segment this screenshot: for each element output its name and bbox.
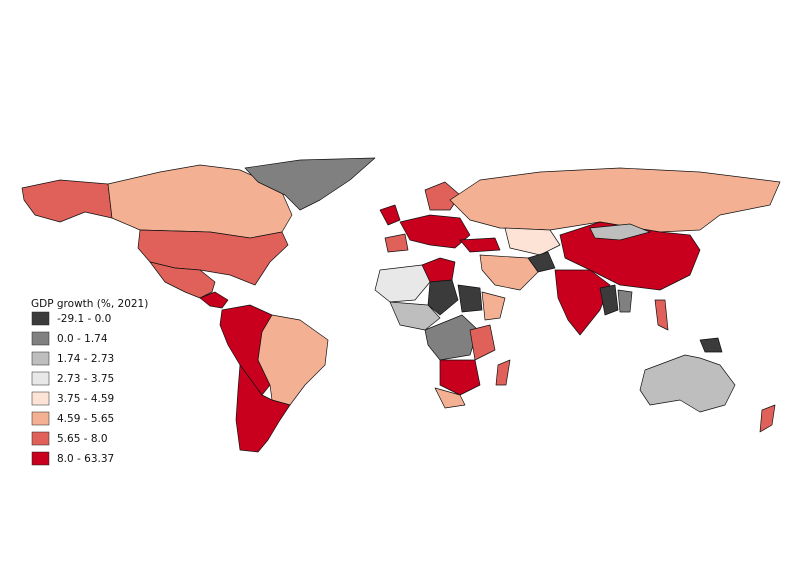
country: [257, 314, 329, 406]
legend-label: 2.73 - 3.75: [57, 373, 114, 385]
legend-swatch: [31, 311, 50, 326]
country: [759, 404, 776, 433]
legend-swatch: [31, 451, 50, 466]
legend-swatch: [31, 331, 50, 346]
legend-swatch: [31, 391, 50, 406]
country: [449, 167, 781, 233]
country: [149, 261, 216, 299]
country: [399, 214, 471, 249]
country: [244, 157, 376, 211]
country: [434, 387, 466, 409]
country: [439, 359, 481, 396]
legend-label: -29.1 - 0.0: [57, 313, 111, 325]
country: [554, 269, 611, 336]
legend-label: 4.59 - 5.65: [57, 413, 114, 425]
country: [599, 284, 619, 316]
country: [459, 237, 501, 253]
legend-label: 1.74 - 2.73: [57, 353, 114, 365]
country: [699, 337, 723, 353]
country: [639, 354, 736, 413]
country: [107, 164, 293, 239]
country: [495, 359, 511, 386]
legend-title: GDP growth (%, 2021): [31, 298, 148, 310]
legend-swatch: [31, 371, 50, 386]
legend-swatch: [31, 431, 50, 446]
country: [389, 301, 441, 331]
country: [617, 289, 633, 313]
legend-swatch: [31, 411, 50, 426]
country: [481, 291, 506, 321]
legend: GDP growth (%, 2021) -29.1 - 0.0 0.0 - 1.…: [31, 298, 148, 466]
world-map: [21, 157, 781, 453]
country: [654, 299, 669, 331]
country: [199, 291, 229, 309]
country: [374, 264, 431, 303]
country: [424, 314, 479, 361]
country: [235, 364, 291, 453]
country: [427, 279, 459, 316]
country: [384, 233, 409, 253]
legend-label: 8.0 - 63.37: [57, 453, 114, 465]
legend-label: 5.65 - 8.0: [57, 433, 108, 445]
country: [504, 227, 561, 256]
country: [469, 324, 496, 361]
legend-label: 0.0 - 1.74: [57, 333, 108, 345]
country: [589, 223, 651, 241]
legend-label: 3.75 - 4.59: [57, 393, 114, 405]
country: [424, 181, 461, 211]
country: [21, 179, 113, 223]
country: [479, 254, 539, 291]
country: [457, 284, 483, 313]
country: [379, 204, 401, 226]
country: [137, 229, 289, 286]
legend-swatch: [31, 351, 50, 366]
